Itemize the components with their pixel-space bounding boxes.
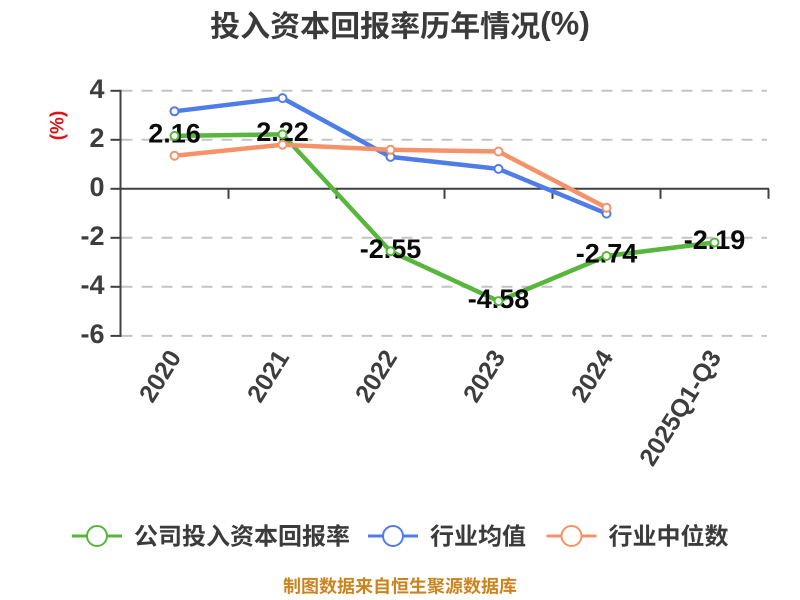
svg-text:-2: -2 <box>80 221 104 251</box>
svg-text:(%): (%) <box>48 111 69 141</box>
svg-text:4: 4 <box>89 74 104 104</box>
svg-text:-6: -6 <box>80 319 104 349</box>
svg-text:(%): (%) <box>540 6 590 42</box>
svg-text:0: 0 <box>89 172 104 202</box>
svg-text:2: 2 <box>89 123 104 153</box>
svg-text:-4: -4 <box>80 270 104 300</box>
